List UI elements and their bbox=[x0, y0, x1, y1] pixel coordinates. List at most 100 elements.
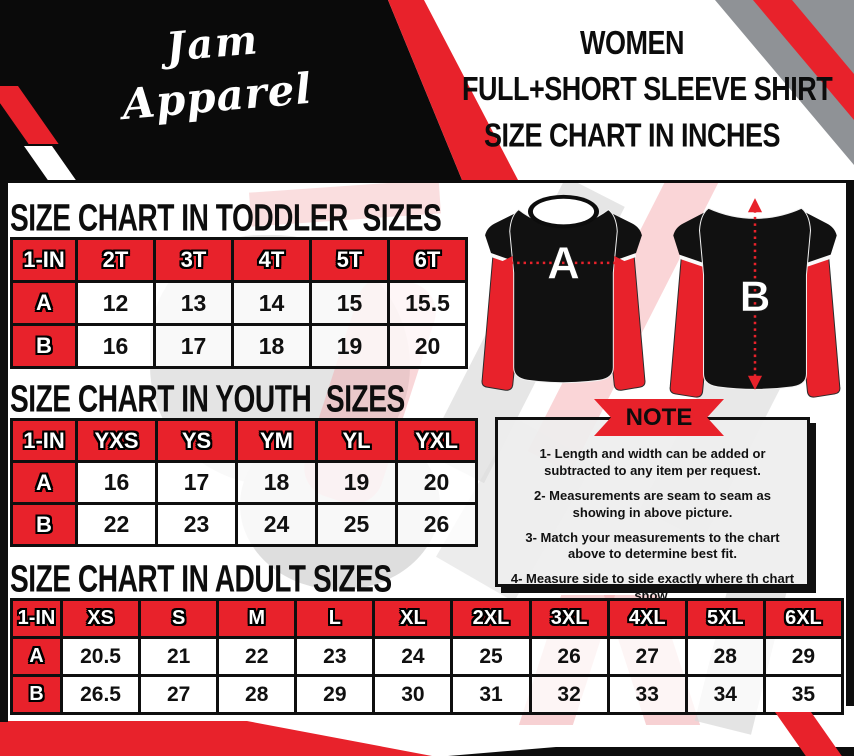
size-value-cell: 20 bbox=[395, 460, 478, 505]
collar-trim bbox=[533, 218, 594, 228]
column-header-cell: YL bbox=[315, 418, 398, 463]
size-value-cell: 19 bbox=[309, 323, 390, 369]
toddler-section-title: SIZE CHART IN TODDLER SIZES bbox=[10, 198, 442, 240]
shirt-front-diagram: A bbox=[481, 194, 646, 391]
unit-header-cell: 1-IN bbox=[10, 237, 78, 283]
row-label-cell: B bbox=[10, 502, 78, 547]
youth-size-table: 1-IN YXS YS YM YL YXL A 16 17 18 19 20 B… bbox=[10, 418, 478, 547]
column-header-cell: 3T bbox=[153, 237, 234, 283]
column-header-cell: YS bbox=[155, 418, 238, 463]
size-value-cell: 18 bbox=[235, 460, 318, 505]
size-value-cell: 26 bbox=[528, 636, 610, 677]
row-label-cell: A bbox=[10, 280, 78, 326]
content-right-border bbox=[846, 180, 854, 706]
table-row: B 26.5 27 28 29 30 31 32 33 34 35 bbox=[10, 674, 845, 715]
size-value-cell: 29 bbox=[294, 674, 376, 715]
size-value-cell: 24 bbox=[372, 636, 454, 677]
size-value-cell: 33 bbox=[606, 674, 688, 715]
table-header-row: 1-IN 2T 3T 4T 5T 6T bbox=[10, 237, 468, 283]
column-header-cell: 6T bbox=[387, 237, 468, 283]
adult-section-title: SIZE CHART IN ADULT SIZES bbox=[10, 559, 392, 601]
youth-section-title: SIZE CHART IN YOUTH SIZES bbox=[10, 379, 405, 421]
back-collar-line bbox=[716, 208, 794, 217]
row-label-cell: A bbox=[10, 460, 78, 505]
column-header-cell: XL bbox=[372, 598, 454, 639]
page-title-line3: SIZE CHART IN INCHES bbox=[483, 116, 781, 154]
content-top-border bbox=[0, 180, 854, 183]
column-header-cell: YM bbox=[235, 418, 318, 463]
size-value-cell: 15 bbox=[309, 280, 390, 326]
column-header-cell: YXL bbox=[395, 418, 478, 463]
table-row: A 16 17 18 19 20 bbox=[10, 460, 478, 505]
size-value-cell: 22 bbox=[216, 636, 298, 677]
row-label-cell: A bbox=[10, 636, 63, 677]
size-value-cell: 34 bbox=[684, 674, 766, 715]
size-value-cell: 18 bbox=[231, 323, 312, 369]
note-item: 2- Measurements are seam to seam as show… bbox=[533, 487, 771, 520]
size-value-cell: 22 bbox=[75, 502, 158, 547]
size-value-cell: 30 bbox=[372, 674, 454, 715]
collar-inner bbox=[532, 198, 595, 225]
size-value-cell: 20.5 bbox=[59, 636, 142, 677]
column-header-cell: 4XL bbox=[606, 598, 688, 639]
size-value-cell: 14 bbox=[231, 280, 312, 326]
back-torso bbox=[698, 207, 812, 390]
column-header-cell: 2XL bbox=[450, 598, 532, 639]
size-value-cell: 17 bbox=[155, 460, 238, 505]
row-label-cell: B bbox=[10, 674, 63, 715]
table-row: B 22 23 24 25 26 bbox=[10, 502, 478, 547]
size-value-cell: 23 bbox=[155, 502, 238, 547]
unit-header-cell: 1-IN bbox=[10, 418, 78, 463]
size-value-cell: 20 bbox=[387, 323, 468, 369]
width-arrowhead-left bbox=[498, 255, 513, 270]
note-title: NOTE bbox=[625, 403, 693, 431]
column-header-cell: 2T bbox=[75, 237, 156, 283]
width-arrowhead-right bbox=[614, 255, 629, 270]
adult-size-table: 1-IN XS S M L XL 2XL 3XL 4XL 5XL 6XL A 2… bbox=[10, 598, 845, 715]
length-measure-label: B bbox=[740, 273, 771, 320]
toddler-size-table: 1-IN 2T 3T 4T 5T 6T A 12 13 14 15 15.5 B… bbox=[10, 237, 468, 369]
size-value-cell: 27 bbox=[138, 674, 220, 715]
size-value-cell: 31 bbox=[450, 674, 532, 715]
size-value-cell: 26.5 bbox=[59, 674, 142, 715]
width-measure-label: A bbox=[547, 238, 580, 289]
shirt-back-diagram: B bbox=[669, 198, 841, 398]
size-value-cell: 23 bbox=[294, 636, 376, 677]
size-value-cell: 28 bbox=[684, 636, 766, 677]
size-value-cell: 16 bbox=[75, 460, 158, 505]
column-header-cell: M bbox=[216, 598, 298, 639]
column-header-cell: S bbox=[138, 598, 220, 639]
size-value-cell: 28 bbox=[216, 674, 298, 715]
page-title-line1: WOMEN bbox=[580, 23, 684, 62]
front-torso bbox=[509, 208, 618, 384]
page-title: WOMEN FULL+SHORT SLEEVE SHIRT SIZE CHART… bbox=[462, 20, 833, 159]
size-value-cell: 27 bbox=[606, 636, 688, 677]
size-value-cell: 25 bbox=[450, 636, 532, 677]
column-header-cell: XS bbox=[59, 598, 142, 639]
header-banner: Jam Apparel WOMEN FULL+SHORT SLEEVE SHIR… bbox=[0, 0, 854, 180]
table-header-row: 1-IN XS S M L XL 2XL 3XL 4XL 5XL 6XL bbox=[10, 598, 845, 639]
size-value-cell: 15.5 bbox=[387, 280, 468, 326]
column-header-cell: YXS bbox=[75, 418, 158, 463]
column-header-cell: 5XL bbox=[684, 598, 766, 639]
column-header-cell: 5T bbox=[309, 237, 390, 283]
page-title-line2: FULL+SHORT SLEEVE SHIRT bbox=[462, 70, 833, 108]
column-header-cell: L bbox=[294, 598, 376, 639]
note-box: 1- Length and width can be added or subt… bbox=[495, 417, 810, 603]
size-value-cell: 13 bbox=[153, 280, 234, 326]
size-value-cell: 26 bbox=[395, 502, 478, 547]
length-arrowhead-bottom bbox=[747, 375, 763, 390]
size-value-cell: 29 bbox=[762, 636, 845, 677]
size-value-cell: 25 bbox=[315, 502, 398, 547]
note-item: 3- Match your measurements to the chart … bbox=[525, 529, 780, 562]
column-header-cell: 6XL bbox=[762, 598, 845, 639]
unit-header-cell: 1-IN bbox=[10, 598, 63, 639]
size-value-cell: 17 bbox=[153, 323, 234, 369]
column-header-cell: 4T bbox=[231, 237, 312, 283]
table-header-row: 1-IN YXS YS YM YL YXL bbox=[10, 418, 478, 463]
column-header-cell: 3XL bbox=[528, 598, 610, 639]
size-value-cell: 24 bbox=[235, 502, 318, 547]
table-row: A 20.5 21 22 23 24 25 26 27 28 29 bbox=[10, 636, 845, 677]
note-item: 1- Length and width can be added or subt… bbox=[539, 446, 766, 478]
